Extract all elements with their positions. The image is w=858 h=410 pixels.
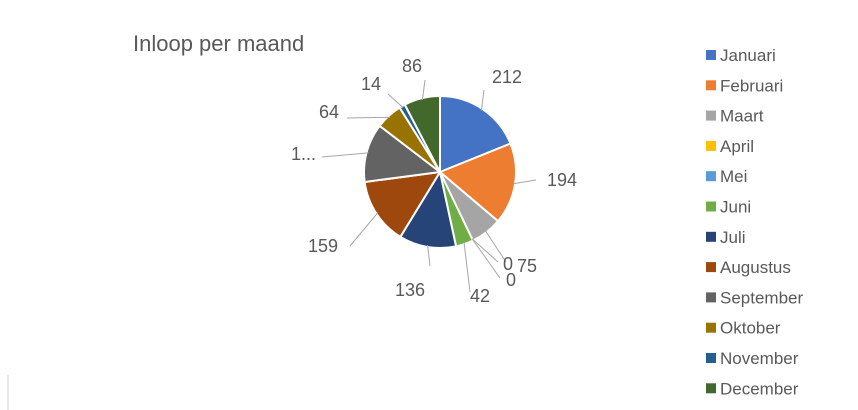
leader-line-augustus: [349, 212, 379, 247]
data-label-februari: 194: [547, 170, 577, 190]
legend-label-april: April: [720, 137, 754, 156]
data-label-november: 14: [361, 74, 381, 94]
legend-label-maart: Maart: [720, 107, 764, 126]
data-label-oktober: 64: [319, 102, 339, 122]
pie-slice-februari: [438, 142, 517, 223]
legend-swatch-mei: [706, 171, 716, 182]
legend-swatch-augustus: [706, 262, 716, 273]
legend-swatch-maart: [706, 110, 716, 121]
data-label-januari: 212: [492, 67, 522, 87]
legend-label-oktober: Oktober: [720, 319, 781, 338]
leader-line-juni: [463, 241, 471, 293]
leader-line-oktober: [346, 116, 391, 119]
legend-swatch-juni: [706, 201, 716, 212]
data-label-juli: 136: [395, 280, 425, 300]
legend-swatch-januari: [706, 50, 716, 60]
legend-label-januari: Januari: [720, 46, 776, 65]
leader-line-september: [321, 152, 369, 158]
data-label-april: 0: [506, 270, 516, 290]
legend-label-september: September: [720, 288, 803, 307]
leader-line-januari: [480, 89, 485, 111]
leader-line-juli: [427, 244, 431, 267]
legend-label-november: November: [720, 349, 799, 368]
legend-swatch-oktober: [706, 322, 716, 333]
legend-swatch-september: [706, 292, 716, 303]
data-label-september: 1...: [291, 144, 316, 164]
data-label-maart: 75: [517, 256, 537, 276]
chart-title: Inloop per maand: [133, 31, 304, 56]
legend-label-juli: Juli: [720, 228, 746, 247]
leader-line-december: [421, 79, 426, 101]
data-label-juni: 42: [470, 286, 490, 306]
legend-label-februari: Februari: [720, 76, 783, 95]
leader-line-mei: [471, 238, 499, 263]
pie-slice-januari: [439, 94, 512, 174]
legend: Januari Februari Maart April Mei Juni Juli Augu…: [706, 46, 803, 398]
leader-line-november: [387, 93, 404, 109]
legend-label-mei: Mei: [720, 167, 747, 186]
leader-line-maart: [484, 230, 507, 263]
data-label-december: 86: [402, 56, 422, 76]
legend-swatch-april: [706, 140, 716, 151]
legend-swatch-november: [706, 353, 716, 363]
data-label-augustus: 159: [308, 236, 338, 256]
legend-swatch-februari: [706, 80, 716, 91]
data-label-mei: 0: [503, 254, 513, 274]
leader-line-februari: [513, 179, 537, 185]
legend-label-augustus: Augustus: [720, 258, 791, 277]
legend-label-juni: Juni: [720, 198, 751, 217]
pie-slice-augustus: [363, 170, 442, 239]
pie-slice-september: [363, 124, 443, 184]
legend-label-december: December: [720, 379, 799, 398]
legend-swatch-juli: [706, 231, 716, 242]
legend-swatch-december: [706, 383, 716, 394]
pie-slices: [363, 94, 517, 249]
pie-slice-december: [403, 94, 441, 173]
leader-line-april: [471, 238, 501, 279]
